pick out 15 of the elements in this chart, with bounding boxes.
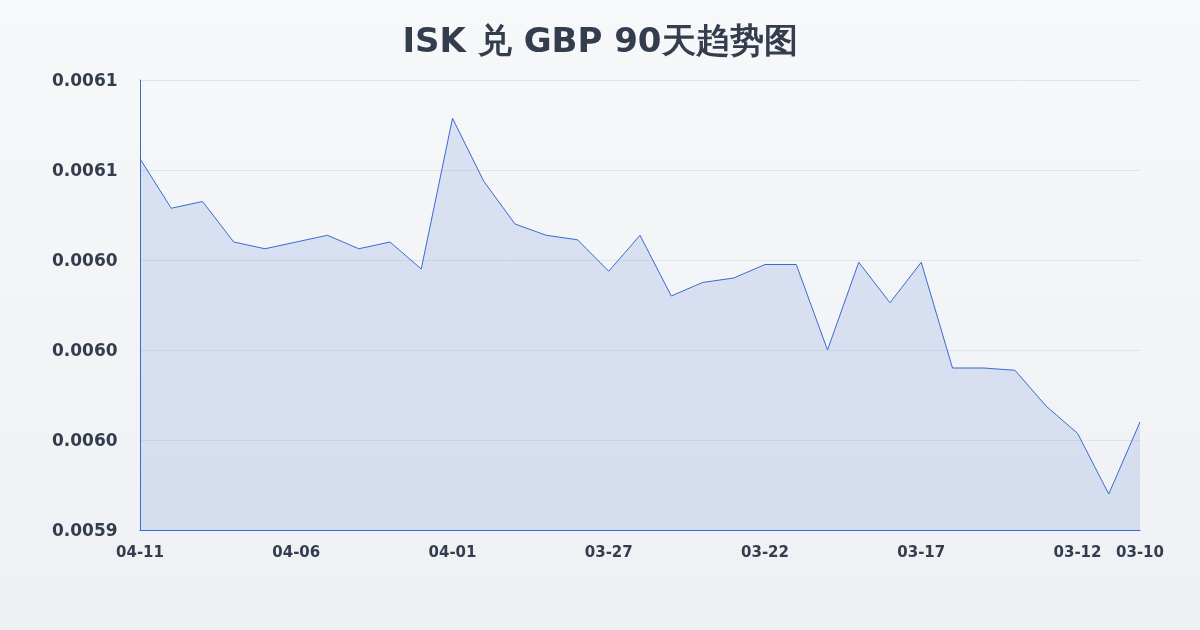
x-tick-label: 03-12 [1053, 542, 1102, 561]
x-tick-label: 03-10 [1116, 542, 1164, 561]
y-tick-label: 0.0060 [52, 340, 118, 360]
x-tick-label: 03-27 [584, 542, 633, 561]
x-tick-label: 04-01 [428, 542, 477, 561]
y-tick-label: 0.0061 [52, 70, 118, 90]
y-tick-label: 0.0060 [52, 430, 118, 450]
chart-title: ISK 兑 GBP 90天趋势图 [402, 20, 798, 60]
x-tick-label: 03-22 [741, 542, 789, 561]
y-tick-label: 0.0059 [52, 520, 118, 540]
y-tick-label: 0.0060 [52, 250, 118, 270]
x-tick-label: 04-06 [272, 542, 321, 561]
y-tick-label: 0.0061 [52, 160, 118, 180]
x-tick-label: 04-11 [116, 542, 164, 561]
x-tick-label: 03-17 [897, 542, 946, 561]
